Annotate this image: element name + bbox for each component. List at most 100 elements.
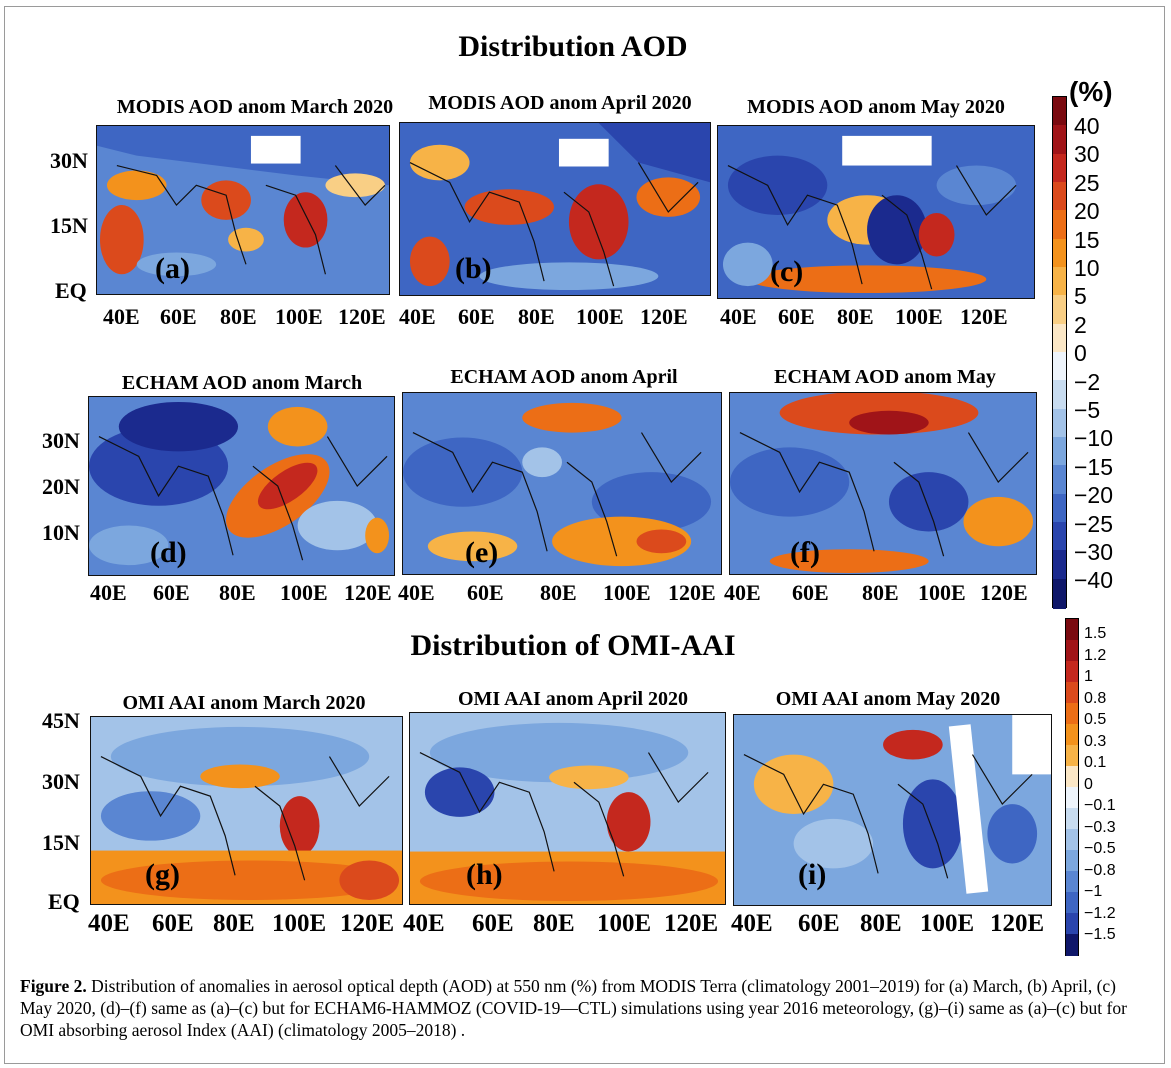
colorbar-segment [1066,871,1078,893]
row2-xtick: 60E [467,580,504,605]
panel-c-letter: (c) [770,255,804,288]
colorbar-segment [1066,934,1078,956]
colorbar-segment [1053,295,1066,326]
panel-h-letter: (h) [466,858,503,891]
panel-f-map [729,392,1037,575]
panel-e-title: ECHAM AOD anom April [450,366,678,388]
row1-xtick: 80E [837,304,874,329]
row1-ytick: EQ [55,278,87,303]
colorbar-segment [1053,238,1066,269]
colorbar-label: 10 [1074,255,1100,281]
row2-ytick: 20N [42,474,80,499]
colorbar-label: −25 [1074,510,1114,537]
row2-ytick: 30N [42,428,80,453]
row3-xtick: 80E [533,910,575,937]
row2-xtick: 40E [724,580,761,605]
colorbar-label: 15 [1074,226,1100,253]
row2-xtick: 80E [219,580,256,605]
row1-xtick: 60E [160,304,197,329]
colorbar-label: −1.2 [1084,904,1116,922]
row3-xtick: 40E [403,910,445,937]
row2-ytick: 10N [42,520,80,545]
figure-frame [4,6,1165,1064]
row1-ytick: 30N [50,148,88,173]
colorbar-segment [1066,787,1078,809]
colorbar-segment [1053,437,1066,467]
colorbar-label: 5 [1074,283,1087,310]
colorbar-segment [1066,640,1078,662]
row2-xtick: 40E [90,580,127,605]
aai-colorbar [1065,618,1079,956]
colorbar-segment [1066,619,1078,641]
panel-b-map [399,122,711,296]
row2-xtick: 80E [540,580,577,605]
colorbar-segment [1066,913,1078,935]
panel-h-title: OMI AAI anom April 2020 [457,688,689,710]
row1-xtick: 80E [518,304,555,329]
panel-i-title: OMI AAI anom May 2020 [775,688,1001,710]
colorbar-label: −0.3 [1084,818,1116,836]
row1-xtick: 40E [720,304,757,329]
panel-d-title: ECHAM AOD anom March [121,372,363,394]
caption-text: Distribution of anomalies in aerosol opt… [20,976,1127,1040]
aod-colorbar-unit: (%) [1069,76,1113,107]
colorbar-segment [1053,465,1066,496]
row2-xtick: 120E [668,580,716,605]
row3-xtick: 60E [472,910,514,937]
row1-xtick: 100E [895,304,943,329]
panel-d-letter: (d) [150,536,187,569]
row3-xtick: 120E [664,910,719,937]
row1-xtick: 100E [275,304,323,329]
colorbar-label: 1.2 [1084,646,1107,664]
row2-xtick: 100E [918,580,966,605]
panel-a-map [96,125,390,295]
colorbar-label: −5 [1074,397,1101,423]
row1-xtick: 100E [576,304,624,329]
row3-xtick: 80E [213,910,255,937]
panel-f-title: ECHAM AOD anom May [774,366,996,388]
colorbar-label: −0.5 [1084,840,1116,857]
panel-c-map [717,125,1035,299]
row2-xtick: 100E [280,580,328,605]
colorbar-label: −15 [1074,453,1114,480]
colorbar-segment [1066,745,1078,767]
colorbar-segment [1053,493,1066,524]
row1-xtick: 40E [399,304,436,329]
panel-i-map [733,714,1052,906]
colorbar-segment [1066,829,1078,851]
colorbar-label: 1 [1084,668,1093,685]
row2-xtick: 100E [603,580,651,605]
colorbar-label: 0 [1084,775,1093,793]
row1-ytick: 15N [50,213,88,238]
colorbar-label: 20 [1074,198,1100,225]
panel-c-title: MODIS AOD anom May 2020 [747,96,1005,118]
colorbar-label: −1 [1084,883,1103,900]
colorbar-segment [1066,661,1078,683]
colorbar-segment [1053,352,1066,382]
colorbar-segment [1066,766,1078,788]
colorbar-segment [1066,850,1078,872]
caption-label: Figure 2. [20,976,87,996]
colorbar-label: −0.8 [1084,861,1116,879]
colorbar-segment [1053,550,1066,581]
row3-xtick: 40E [731,910,773,937]
colorbar-label: 2 [1074,311,1087,338]
row3-xtick: 120E [340,910,395,937]
panel-a-title: MODIS AOD anom March 2020 [116,96,394,118]
row1-xtick: 120E [640,304,688,329]
panel-g-title: OMI AAI anom March 2020 [122,692,366,714]
row2-xtick: 80E [862,580,899,605]
colorbar-label: −30 [1074,539,1114,565]
row2-xtick: 120E [344,580,392,605]
row3-ytick: 30N [42,769,80,794]
colorbar-segment [1053,182,1066,212]
colorbar-segment [1053,125,1066,156]
figure-caption: Figure 2. Distribution of anomalies in a… [20,975,1145,1041]
panel-b-title: MODIS AOD anom April 2020 [428,92,692,114]
panel-g-letter: (g) [145,858,180,891]
row1-xtick: 60E [458,304,495,329]
colorbar-label: −2 [1074,368,1101,395]
row3-xtick: 100E [597,910,652,937]
panel-g-map [90,716,403,905]
colorbar-segment [1066,682,1078,704]
